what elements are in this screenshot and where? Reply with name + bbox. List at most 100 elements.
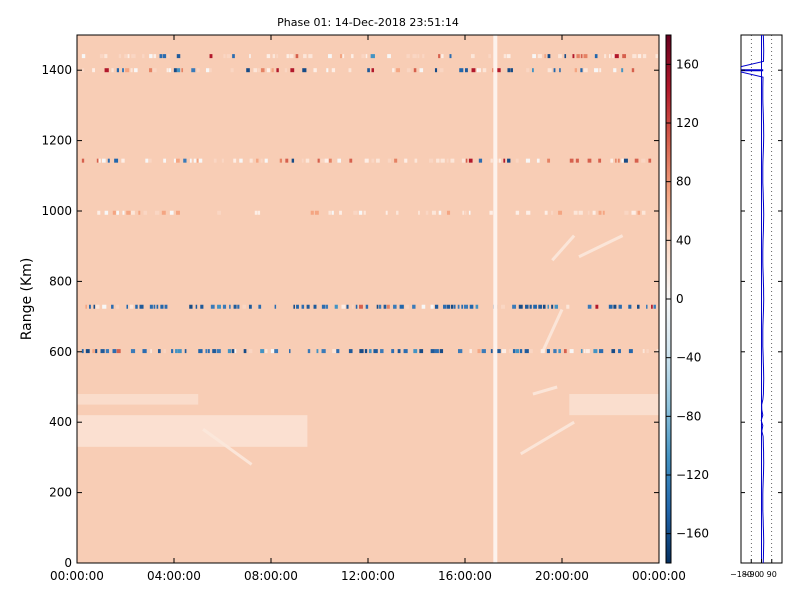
band-cell-4	[457, 304, 460, 309]
band-cell-2	[317, 158, 320, 163]
band-cell-3	[550, 210, 554, 215]
band-cell-5	[359, 349, 364, 354]
band-cell-2	[256, 158, 259, 163]
band-cell-0	[572, 54, 575, 59]
band-cell-0	[232, 54, 235, 59]
band-cell-5	[529, 349, 533, 354]
band-cell-1	[81, 68, 85, 73]
band-cell-4	[637, 304, 640, 309]
band-cell-5	[434, 349, 439, 354]
band-cell-0	[503, 54, 506, 59]
band-cell-5	[563, 349, 567, 354]
band-cell-3	[602, 210, 605, 215]
band-cell-5	[150, 349, 153, 354]
band-cell-1	[371, 68, 375, 73]
band-cell-4	[153, 304, 156, 309]
band-cell-2	[450, 158, 455, 163]
band-cell-3	[578, 210, 583, 215]
band-cell-1	[476, 68, 479, 73]
band-cell-5	[116, 349, 121, 354]
band-cell-0	[142, 54, 145, 59]
band-cell-2	[436, 158, 440, 163]
band-cell-5	[336, 349, 340, 354]
x-tick-label: 08:00:00	[244, 569, 298, 583]
band-cell-5	[569, 349, 574, 354]
band-cell-3	[161, 210, 166, 215]
band-cell-5	[642, 349, 645, 354]
band-cell-4	[355, 304, 358, 309]
band-cell-3	[154, 210, 160, 215]
band-cell-4	[102, 304, 107, 309]
band-cell-5	[419, 349, 424, 354]
band-cell-2	[81, 158, 85, 163]
band-cell-4	[547, 304, 549, 309]
colorbar-tick-label: 40	[676, 233, 691, 247]
y-tick-label: 1000	[41, 204, 72, 218]
band-cell-4	[210, 304, 215, 309]
band-cell-5	[227, 349, 232, 354]
band-cell-2	[198, 158, 203, 163]
band-cell-2	[324, 158, 329, 163]
band-cell-1	[111, 68, 114, 73]
band-cell-2	[349, 158, 353, 163]
band-cell-0	[162, 54, 167, 59]
band-cell-4	[306, 304, 310, 309]
band-cell-2	[536, 158, 540, 163]
band-cell-4	[443, 304, 447, 309]
x-tick-label: 00:00:00	[632, 569, 686, 583]
band-cell-3	[138, 210, 141, 215]
band-cell-4	[85, 304, 87, 309]
band-cell-4	[293, 304, 295, 309]
band-cell-1	[176, 68, 181, 73]
band-cell-5	[307, 349, 311, 354]
band-cell-4	[595, 304, 599, 309]
heatmap-cells	[77, 35, 659, 563]
band-cell-4	[554, 304, 559, 309]
echo-streak-6	[578, 234, 624, 259]
band-cell-4	[525, 304, 529, 309]
band-cell-5	[348, 349, 353, 354]
band-cell-2	[446, 158, 449, 163]
band-cell-4	[430, 304, 434, 309]
profile-x-tick-label: 0	[759, 570, 764, 579]
band-cell-2	[615, 158, 617, 163]
band-cell-1	[482, 68, 487, 73]
band-cell-3	[97, 210, 101, 215]
echo-streak-4	[541, 308, 564, 353]
band-cell-4	[405, 304, 409, 309]
band-cell-0	[655, 54, 658, 59]
x-tick-label: 00:00:00	[50, 569, 104, 583]
band-cell-5	[524, 349, 529, 354]
band-cell-0	[583, 54, 588, 59]
band-cell-2	[337, 158, 341, 163]
band-cell-4	[149, 304, 153, 309]
band-cell-3	[598, 210, 602, 215]
colorbar-tick-label: −40	[676, 351, 701, 365]
band-cell-1	[531, 68, 534, 73]
band-cell-3	[112, 210, 116, 215]
band-cell-1	[181, 68, 184, 73]
band-cell-4	[313, 304, 317, 309]
band-cell-4	[237, 304, 240, 309]
band-cell-4	[421, 304, 426, 309]
colorbar-tick-label: 120	[676, 116, 699, 130]
band-cell-0	[339, 54, 343, 59]
band-cell-4	[608, 304, 613, 309]
band-cell-1	[613, 68, 617, 73]
band-cell-5	[100, 349, 105, 354]
band-cell-5	[321, 349, 326, 354]
band-cell-0	[622, 54, 627, 59]
band-cell-0	[608, 54, 611, 59]
band-cell-3	[122, 210, 125, 215]
band-cell-4	[628, 304, 632, 309]
band-cell-1	[116, 68, 120, 73]
band-cell-0	[532, 54, 536, 59]
band-cell-0	[614, 54, 619, 59]
band-cell-5	[205, 349, 208, 354]
band-cell-0	[289, 54, 294, 59]
band-cell-5	[274, 349, 279, 354]
band-cell-3	[257, 210, 261, 215]
band-cell-5	[265, 349, 268, 354]
band-cell-3	[489, 210, 493, 215]
band-cell-1	[580, 68, 583, 73]
